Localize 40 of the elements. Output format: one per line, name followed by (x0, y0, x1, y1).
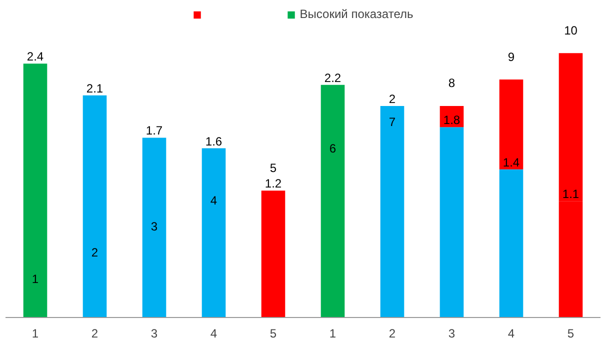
x-tick-label: 4 (210, 326, 218, 340)
bar (380, 106, 404, 318)
data-label: 1.2 (264, 176, 282, 191)
x-tick-label: 2 (91, 326, 98, 340)
bar (499, 80, 524, 170)
annotation: 5 (270, 160, 277, 175)
x-tick-label: 1 (32, 326, 39, 340)
x-tick-label: 2 (388, 326, 396, 340)
x-tick-label: 5 (567, 326, 574, 340)
bar (202, 148, 226, 318)
annotation: 6 (329, 141, 336, 156)
data-label: 1.8 (443, 113, 460, 128)
data-label: 1.7 (146, 124, 163, 138)
data-label: 1.6 (205, 134, 222, 148)
annotation: 9 (508, 50, 515, 64)
data-label: 2.1 (86, 81, 104, 96)
x-tick-label: 3 (150, 326, 158, 340)
bar (23, 64, 48, 318)
data-label: 1.1 (562, 187, 580, 202)
x-tick-label: 3 (448, 326, 456, 340)
data-label: 1.4 (502, 155, 520, 170)
x-tick-label: 5 (270, 326, 277, 340)
annotation: 3 (150, 220, 158, 234)
data-label: 2 (388, 92, 396, 106)
data-label: 2.2 (324, 70, 342, 85)
annotation: 4 (210, 194, 218, 208)
annotation: 1 (32, 272, 39, 286)
data-label: 2.4 (26, 50, 44, 64)
text: 10 (564, 23, 578, 38)
bar (499, 169, 524, 318)
annotation: 8 (448, 76, 456, 90)
bar (320, 84, 345, 318)
x-tick-label: 1 (329, 326, 336, 340)
bar (82, 95, 107, 318)
annotation: 7 (388, 115, 396, 130)
bar (142, 138, 166, 318)
legend-label: Высокий показатель (300, 7, 414, 21)
bar (440, 127, 464, 318)
x-tick-label: 4 (508, 326, 515, 340)
annotation: 2 (91, 246, 98, 260)
